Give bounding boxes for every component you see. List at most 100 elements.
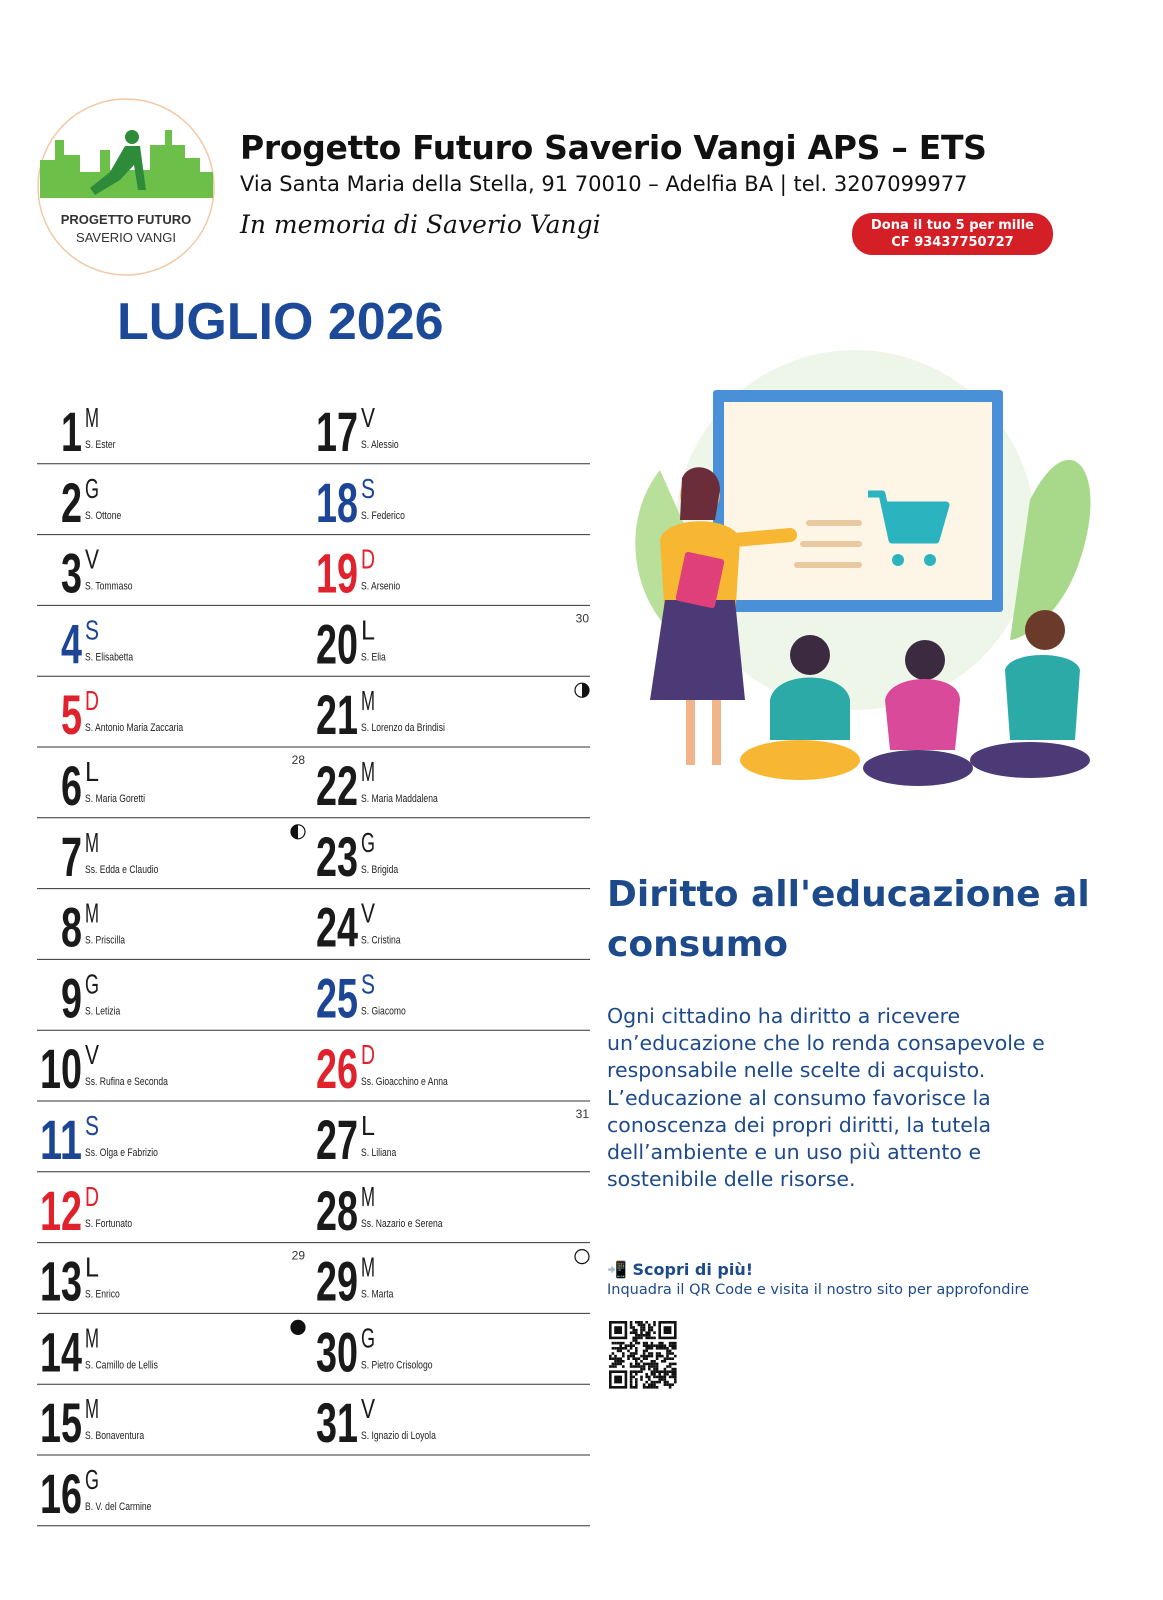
saint: S. Maria Maddalena	[361, 793, 438, 805]
qr-module	[650, 1336, 654, 1340]
qr-module	[632, 1328, 635, 1332]
qr-module	[616, 1347, 620, 1350]
saint: S. Elia	[361, 651, 386, 663]
qr-module	[619, 1344, 622, 1347]
qr-module	[629, 1352, 633, 1355]
paragraph: Ogni cittadino ha diritto a ricevere un’…	[607, 1004, 1045, 1083]
qr-module	[629, 1383, 633, 1386]
qr-module	[653, 1360, 656, 1363]
qr-module	[640, 1331, 643, 1334]
qr-module	[668, 1383, 672, 1386]
qr-module	[629, 1347, 633, 1350]
qr-module	[645, 1357, 648, 1360]
qr-module	[645, 1344, 648, 1347]
qr-module	[629, 1323, 633, 1327]
qr-module	[642, 1365, 646, 1368]
day-number: 30	[316, 1320, 358, 1383]
qr-module	[619, 1360, 622, 1363]
student-body	[885, 679, 960, 750]
cta[interactable]: 📲 Scopri di più!	[607, 1260, 754, 1279]
qr-module	[653, 1331, 656, 1334]
weekday-letter: L	[361, 614, 375, 645]
qr-module	[624, 1347, 628, 1350]
moon-phase	[574, 1248, 590, 1265]
qr-module	[663, 1383, 667, 1386]
qr-module	[642, 1328, 646, 1332]
saint: S. Marta	[361, 1289, 394, 1301]
paragraph: L’educazione al consumo favorisce la con…	[607, 1085, 992, 1192]
qr-module	[650, 1383, 654, 1386]
qr-module	[640, 1367, 643, 1371]
qr-module	[645, 1373, 648, 1376]
qr-module	[671, 1373, 674, 1376]
qr-module	[635, 1339, 638, 1342]
weekday-letter: L	[361, 1110, 375, 1141]
qr-module	[642, 1354, 646, 1358]
qr-module	[645, 1331, 648, 1334]
qr-module	[637, 1334, 641, 1337]
day-number: 21	[316, 683, 358, 746]
leaf	[1010, 459, 1091, 640]
qr-module	[671, 1352, 674, 1355]
qr-module	[671, 1362, 674, 1366]
qr-module	[611, 1352, 615, 1355]
saint: S. Antonio Maria Zaccaria	[85, 722, 184, 734]
qr-module	[637, 1370, 641, 1373]
qr-module	[624, 1344, 628, 1347]
day-number: 20	[316, 612, 358, 675]
qr-module	[674, 1375, 677, 1379]
qr-module	[611, 1362, 615, 1366]
day-number: 16	[40, 1462, 82, 1525]
saint: S. Ester	[85, 439, 116, 451]
qr-module	[635, 1341, 638, 1345]
saint: Ss. Rufina e Seconda	[85, 1076, 168, 1088]
qr-module	[674, 1344, 677, 1347]
qr-module	[661, 1341, 664, 1345]
day-number: 12	[40, 1179, 82, 1242]
qr-module	[648, 1386, 651, 1389]
qr-module	[629, 1375, 633, 1379]
qr-module	[614, 1341, 617, 1345]
qr-finder	[663, 1326, 672, 1334]
teacher-leg	[686, 700, 695, 765]
qr-module	[655, 1386, 659, 1389]
qr-module	[668, 1341, 672, 1345]
saint: S. Maria Goretti	[85, 793, 145, 805]
qr-module	[666, 1349, 669, 1353]
day-number: 7	[61, 825, 82, 888]
qr-module	[614, 1360, 617, 1363]
qr-module	[655, 1375, 659, 1379]
weekday-letter: D	[85, 1181, 99, 1212]
student-legs	[970, 742, 1090, 778]
qr-module	[637, 1321, 641, 1324]
qr-module	[642, 1367, 646, 1371]
qr-module	[650, 1370, 654, 1373]
saint: S. Elisabetta	[85, 651, 134, 663]
saint: S. Camillo de Lellis	[85, 1359, 158, 1371]
day-number: 17	[316, 400, 358, 463]
qr-module	[671, 1357, 674, 1360]
qr-module	[653, 1336, 656, 1340]
qr-module	[632, 1354, 635, 1358]
qr-module	[653, 1365, 656, 1368]
qr-module	[663, 1357, 667, 1360]
day-number: 26	[316, 1037, 358, 1100]
qr-module	[671, 1375, 674, 1379]
qr-module	[614, 1362, 617, 1366]
qr-module	[645, 1354, 648, 1358]
badge: Dona il tuo 5 per mille CF 93437750727	[852, 213, 1053, 255]
qr-module	[653, 1370, 656, 1373]
qr-module	[640, 1336, 643, 1340]
qr-module	[637, 1365, 641, 1368]
qr-module	[632, 1375, 635, 1379]
qr-module	[661, 1360, 664, 1363]
qr-module	[635, 1321, 638, 1324]
qr-module	[648, 1354, 651, 1358]
day-number: 31	[316, 1391, 358, 1454]
qr-module	[668, 1362, 672, 1366]
qr-module	[661, 1370, 664, 1373]
student-body	[770, 677, 850, 740]
weekday-letter: V	[361, 898, 375, 929]
saint: S. Liliana	[361, 1147, 397, 1159]
saint: S. Enrico	[85, 1289, 120, 1301]
